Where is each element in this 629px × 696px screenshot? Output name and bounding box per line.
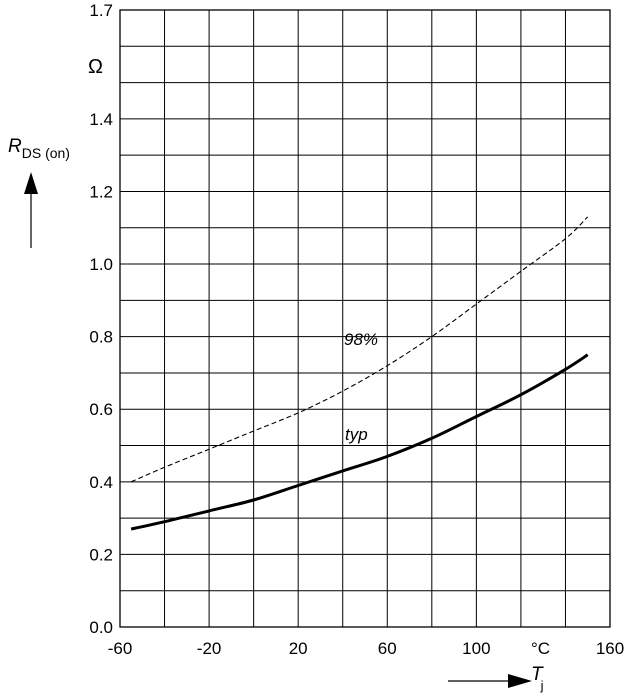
grid	[120, 10, 610, 627]
y-axis-title-sub: DS (on)	[22, 145, 70, 161]
y-axis-title: RDS (on)	[8, 136, 70, 161]
y-tick-labels: 0.0 0.2 0.4 0.6 0.8 1.0 1.2 1.4 1.7	[89, 1, 113, 637]
series-line-98-percent	[130, 216, 589, 483]
x-tick-label: 60	[378, 639, 397, 658]
x-axis-title-sub: j	[540, 678, 544, 693]
y-axis-arrow	[24, 172, 38, 248]
series-lines	[130, 216, 589, 531]
y-tick-label: 0.4	[89, 473, 113, 492]
y-tick-label: 1.2	[89, 182, 113, 201]
x-axis-title-main: T	[531, 664, 544, 685]
y-tick-label: 0.6	[89, 400, 113, 419]
series-label-typ: typ	[345, 425, 368, 444]
y-tick-label: 1.4	[89, 110, 113, 129]
series-label-98: 98%	[344, 330, 378, 349]
plot-frame	[119, 9, 611, 628]
y-unit-label: Ω	[88, 56, 103, 78]
x-tick-label: 160	[596, 639, 624, 658]
x-tick-label: 20	[289, 639, 308, 658]
y-tick-label: 0.2	[89, 545, 113, 564]
x-tick-label: -60	[108, 639, 133, 658]
y-tick-label: 1.7	[89, 1, 113, 20]
y-tick-label: 0.0	[89, 618, 113, 637]
series-line-typ	[130, 353, 589, 531]
y-tick-label: 0.8	[89, 328, 113, 347]
y-axis-title-main: R	[8, 136, 22, 157]
x-tick-labels: -60 -20 20 60 100 160	[108, 639, 624, 658]
x-axis-arrow	[448, 674, 532, 688]
x-tick-label: 100	[462, 639, 490, 658]
y-tick-label: 1.0	[89, 255, 113, 274]
x-unit-label: °C	[531, 639, 550, 658]
x-tick-label: -20	[197, 639, 222, 658]
